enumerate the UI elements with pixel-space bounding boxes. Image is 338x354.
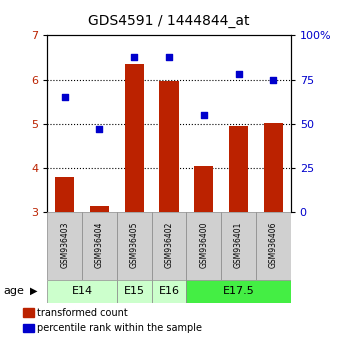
Text: GDS4591 / 1444844_at: GDS4591 / 1444844_at — [88, 14, 250, 28]
Text: GSM936404: GSM936404 — [95, 222, 104, 268]
Bar — [47, 280, 117, 303]
Bar — [117, 280, 152, 303]
Text: GSM936403: GSM936403 — [60, 222, 69, 268]
Text: percentile rank within the sample: percentile rank within the sample — [37, 323, 202, 333]
Bar — [256, 212, 291, 280]
Point — [97, 126, 102, 132]
Point — [271, 77, 276, 82]
Bar — [264, 123, 283, 212]
Text: transformed count: transformed count — [37, 308, 128, 318]
Point — [62, 95, 67, 100]
Text: E17.5: E17.5 — [223, 286, 255, 296]
Point — [236, 72, 241, 77]
Bar — [152, 280, 186, 303]
Text: GSM936406: GSM936406 — [269, 222, 278, 268]
Bar — [186, 280, 291, 303]
Bar — [82, 212, 117, 280]
Bar — [194, 166, 213, 212]
Bar — [23, 324, 34, 332]
Bar — [23, 308, 34, 317]
Text: GSM936401: GSM936401 — [234, 222, 243, 268]
Text: GSM936402: GSM936402 — [165, 222, 173, 268]
Text: age: age — [3, 286, 24, 296]
Point — [201, 112, 207, 118]
Bar — [117, 212, 152, 280]
Bar — [186, 212, 221, 280]
Text: GSM936405: GSM936405 — [130, 222, 139, 268]
Text: E15: E15 — [124, 286, 145, 296]
Text: E14: E14 — [72, 286, 93, 296]
Text: GSM936400: GSM936400 — [199, 222, 208, 268]
Text: E16: E16 — [159, 286, 179, 296]
Bar — [90, 206, 109, 212]
Bar — [221, 212, 256, 280]
Bar — [229, 126, 248, 212]
Bar — [160, 80, 178, 212]
Point — [131, 54, 137, 59]
Point — [166, 54, 172, 59]
Bar — [152, 212, 186, 280]
Bar — [47, 212, 82, 280]
Text: ▶: ▶ — [30, 286, 38, 296]
Bar — [125, 64, 144, 212]
Bar — [55, 177, 74, 212]
